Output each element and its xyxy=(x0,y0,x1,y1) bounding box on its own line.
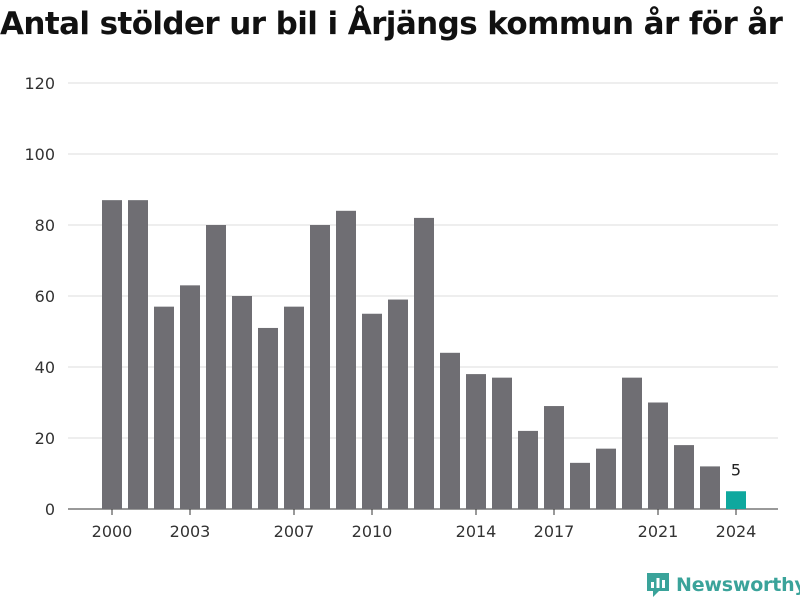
bar-2001 xyxy=(128,200,148,509)
x-axis-ticks: 2000 2003 2007 2010 2014 2017 2021 2024 xyxy=(92,509,757,541)
bars xyxy=(102,200,746,510)
bar-2014 xyxy=(466,374,486,509)
bar-2019 xyxy=(596,448,616,509)
bar-2023 xyxy=(700,466,720,509)
x-tick-label: 2007 xyxy=(274,522,315,541)
y-tick-label: 40 xyxy=(35,358,55,377)
bar-2018 xyxy=(570,462,590,509)
x-tick-label: 2003 xyxy=(170,522,211,541)
bar-2011 xyxy=(388,299,408,509)
bar-2015 xyxy=(492,377,512,509)
bar-2004 xyxy=(206,225,226,509)
newsworthy-logo-icon xyxy=(647,573,669,597)
bar-2020 xyxy=(622,377,642,509)
bar-2007 xyxy=(284,306,304,509)
y-axis-ticks: 0 20 40 60 80 100 120 xyxy=(24,74,55,519)
x-tick-label: 2017 xyxy=(534,522,575,541)
x-tick-label: 2024 xyxy=(716,522,757,541)
bar-2022 xyxy=(674,445,694,509)
bar-2006 xyxy=(258,327,278,509)
y-tick-label: 80 xyxy=(35,216,55,235)
data-label: 5 xyxy=(731,460,741,479)
x-tick-label: 2010 xyxy=(352,522,393,541)
bar-2013 xyxy=(440,352,460,509)
bar-2012 xyxy=(414,217,434,509)
chart-title: Antal stölder ur bil i Årjängs kommun år… xyxy=(0,6,783,42)
data-labels: 5 xyxy=(731,460,741,479)
bar-2008 xyxy=(310,225,330,509)
bar-2010 xyxy=(362,313,382,509)
bar-2021 xyxy=(648,402,668,509)
x-tick-label: 2000 xyxy=(92,522,133,541)
brand-name: Newsworthy xyxy=(676,574,800,596)
y-tick-label: 120 xyxy=(24,74,55,93)
newsworthy-logo: Newsworthy xyxy=(645,571,800,599)
y-tick-label: 100 xyxy=(24,145,55,164)
bar-2024 xyxy=(726,491,746,509)
bar-2009 xyxy=(336,210,356,510)
x-tick-label: 2021 xyxy=(638,522,679,541)
y-tick-label: 60 xyxy=(35,287,55,306)
bar-2016 xyxy=(518,430,538,509)
y-tick-label: 0 xyxy=(45,500,55,519)
bar-2000 xyxy=(102,200,122,509)
x-tick-label: 2014 xyxy=(456,522,497,541)
bar-2003 xyxy=(180,285,200,509)
bar-2002 xyxy=(154,306,174,509)
bar-2005 xyxy=(232,296,252,509)
y-tick-label: 20 xyxy=(35,429,55,448)
bar-2017 xyxy=(544,406,564,509)
